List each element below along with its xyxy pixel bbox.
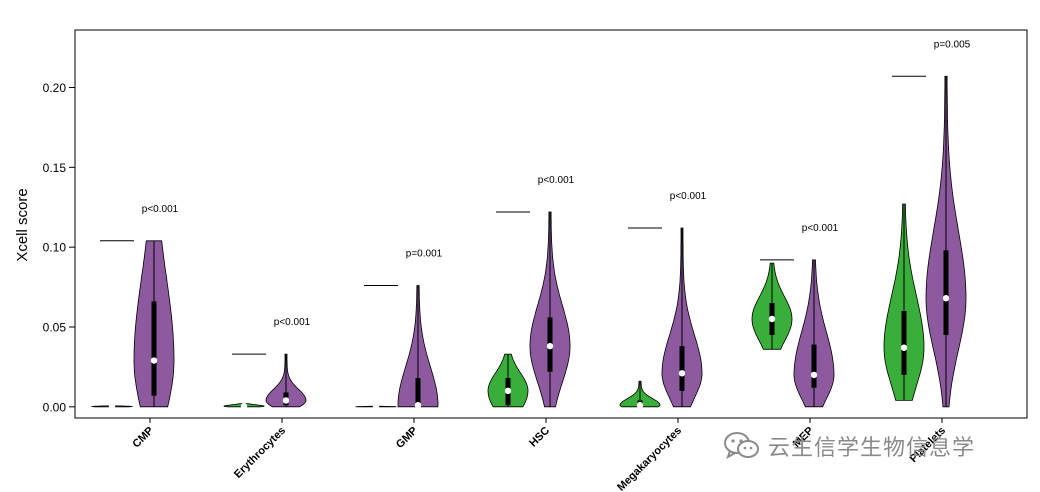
y-axis: 0.00 0.05 0.10 0.15 0.20 <box>43 81 75 414</box>
violin-group: p<0.001 <box>487 175 575 408</box>
violin-a <box>355 403 397 410</box>
violin-group: p=0.005 <box>883 39 971 408</box>
y-tick-label: 0.15 <box>43 161 67 175</box>
violin-a-median-point <box>240 402 248 410</box>
violin-a <box>487 353 529 408</box>
violin-a-median-point <box>108 403 116 410</box>
p-value-label: p=0.005 <box>934 39 971 50</box>
violin-a-median-point <box>900 344 908 351</box>
x-tick-label: Megakaryocytes <box>615 425 684 492</box>
p-value-label: p<0.001 <box>802 223 839 234</box>
violin-b-median-point <box>678 370 686 377</box>
violin-a <box>619 380 661 409</box>
x-tick-label: CMP <box>130 425 156 451</box>
p-value-label: p=0.001 <box>406 248 443 259</box>
violin-group: p<0.001 <box>751 223 839 408</box>
y-tick-label: 0.20 <box>43 81 67 95</box>
violin-a-median-point <box>504 387 512 395</box>
violin-b-median-point <box>282 397 290 404</box>
violins: p<0.001 p<0.001 p=0.001 p<0.001 p<0.001 p<0.0… <box>91 39 971 410</box>
violin-a <box>223 402 265 410</box>
violin-b <box>529 211 571 408</box>
violin-b-iqr-box <box>151 301 157 396</box>
watermark: 云生信学生物信息学 <box>722 428 975 464</box>
violin-b <box>661 227 703 408</box>
y-tick-label: 0.05 <box>43 320 67 334</box>
p-value-label: p<0.001 <box>670 191 707 202</box>
violin-b-median-point <box>414 402 422 409</box>
violin-b <box>925 75 967 408</box>
violin-b <box>397 285 439 409</box>
violin-group: p=0.001 <box>355 248 443 410</box>
violin-b-iqr-box <box>679 346 685 391</box>
violin-b <box>265 353 307 408</box>
violin-a <box>751 262 793 350</box>
violin-b <box>133 240 175 408</box>
violin-b-median-point <box>942 295 950 302</box>
violin-a-iqr-box <box>901 311 907 375</box>
violin-b-iqr-box <box>811 344 817 388</box>
watermark-text: 云生信学生物信息学 <box>768 436 976 461</box>
x-tick-label: Erythrocytes <box>232 425 288 481</box>
x-tick-label: GMP <box>394 425 420 451</box>
violin-b-iqr-box <box>415 378 421 407</box>
p-value-label: p<0.001 <box>142 204 179 215</box>
violin-group: p<0.001 <box>619 191 707 409</box>
violin-a-median-point <box>372 403 380 410</box>
plot-frame <box>74 29 1028 419</box>
violin-b-iqr-box <box>943 250 949 335</box>
violin-b-median-point <box>546 342 554 350</box>
y-tick-label: 0.00 <box>43 400 67 414</box>
violin-b-median-point <box>150 357 158 364</box>
violin-group: p<0.001 <box>91 204 179 410</box>
violin-group: p<0.001 <box>223 317 311 410</box>
violin-a-median-point <box>636 402 644 409</box>
violin-b <box>793 259 835 408</box>
violin-a <box>883 203 925 401</box>
violin-b-median-point <box>810 371 818 379</box>
x-tick-label: HSC <box>527 425 552 450</box>
p-value-label: p<0.001 <box>538 175 575 186</box>
p-value-label: p<0.001 <box>274 317 311 328</box>
wechat-icon <box>724 432 759 460</box>
y-axis-label: Xcell score <box>14 188 31 261</box>
y-tick-label: 0.10 <box>43 241 67 255</box>
violin-a-median-point <box>768 315 776 323</box>
violin-a <box>91 403 133 410</box>
